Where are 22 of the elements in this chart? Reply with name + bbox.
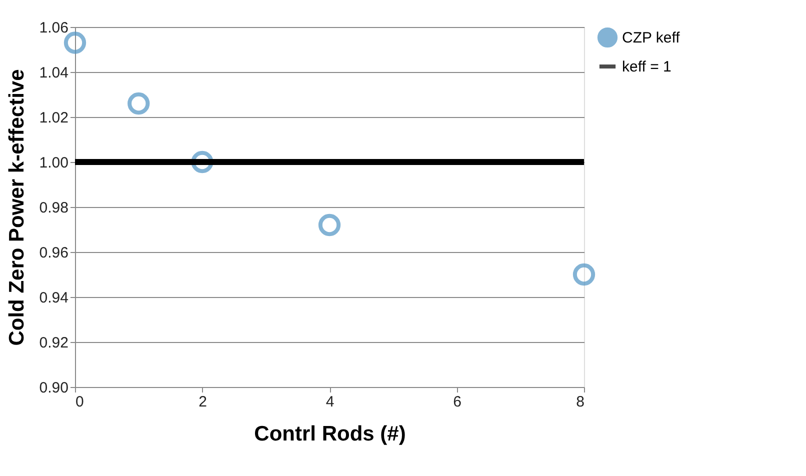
x-tick-label: 4 bbox=[326, 394, 334, 410]
y-axis-title: Cold Zero Power k-effective bbox=[5, 69, 28, 346]
y-tick-label: 0.98 bbox=[39, 200, 68, 216]
point bbox=[64, 32, 86, 54]
x-tick-label: 2 bbox=[198, 394, 207, 410]
y-tick-label: 1.06 bbox=[39, 20, 68, 36]
point bbox=[128, 92, 150, 115]
legend-label: CZP keff bbox=[622, 30, 681, 46]
x-tick-label: 0 bbox=[76, 394, 84, 410]
x-tick-label: 6 bbox=[453, 394, 462, 410]
y-tick-label: 1.00 bbox=[39, 154, 68, 172]
y-tick-label: 0.92 bbox=[39, 334, 68, 352]
y-tick-label: 1.04 bbox=[39, 64, 68, 82]
x-tick-label: 8 bbox=[576, 394, 584, 410]
y-tick-label: 1.02 bbox=[39, 110, 68, 126]
point bbox=[572, 263, 596, 286]
y-tick-label: 0.96 bbox=[39, 244, 68, 262]
point bbox=[318, 214, 341, 236]
y-tick-label: 0.90 bbox=[39, 380, 68, 396]
legend-label: keff = 1 bbox=[622, 58, 672, 76]
y-tick-label: 0.94 bbox=[39, 290, 68, 306]
x-axis-title: Contrl Rods (#) bbox=[254, 422, 406, 446]
